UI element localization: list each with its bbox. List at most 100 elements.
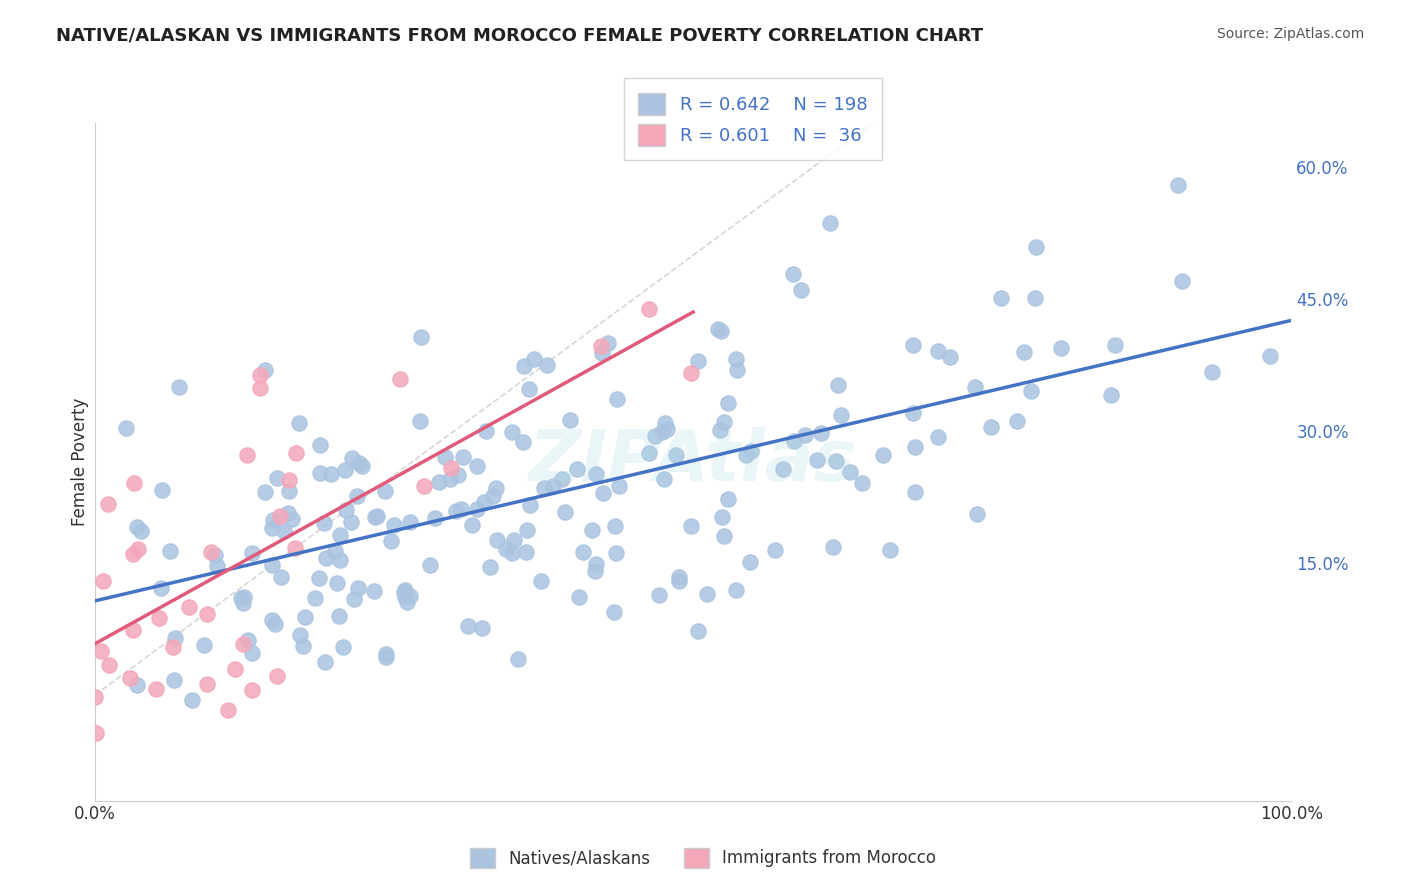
Point <box>794 428 817 442</box>
Point <box>346 489 368 503</box>
Point <box>679 519 702 533</box>
Point <box>598 335 620 350</box>
Point <box>734 448 756 462</box>
Point <box>232 637 254 651</box>
Point <box>389 372 412 386</box>
Point <box>204 549 226 563</box>
Point <box>427 475 450 489</box>
Point <box>294 609 316 624</box>
Point <box>269 509 291 524</box>
Point <box>249 380 271 394</box>
Point <box>284 541 307 555</box>
Point <box>411 330 433 344</box>
Point <box>97 497 120 511</box>
Point <box>686 624 709 638</box>
Point <box>519 382 541 396</box>
Point <box>374 483 396 498</box>
Legend: Natives/Alaskans, Immigrants from Morocco: Natives/Alaskans, Immigrants from Morocc… <box>464 841 942 875</box>
Point <box>966 508 988 522</box>
Point <box>288 416 311 430</box>
Point <box>1019 384 1042 399</box>
Point <box>129 524 152 538</box>
Point <box>530 574 553 588</box>
Point <box>229 591 252 605</box>
Point <box>323 543 346 558</box>
Point <box>503 533 526 547</box>
Point <box>292 639 315 653</box>
Point <box>501 546 523 560</box>
Point <box>591 345 613 359</box>
Point <box>652 472 675 486</box>
Point <box>394 583 416 598</box>
Point <box>118 671 141 685</box>
Point <box>333 462 356 476</box>
Point <box>195 677 218 691</box>
Point <box>879 542 901 557</box>
Point <box>551 472 574 486</box>
Point <box>398 589 420 603</box>
Text: NATIVE/ALASKAN VS IMMIGRANTS FROM MOROCCO FEMALE POVERTY CORRELATION CHART: NATIVE/ALASKAN VS IMMIGRANTS FROM MOROCC… <box>56 27 983 45</box>
Point <box>717 396 740 410</box>
Point <box>319 467 342 482</box>
Point <box>668 574 690 588</box>
Point <box>872 449 894 463</box>
Point <box>240 682 263 697</box>
Point <box>163 673 186 687</box>
Point <box>461 517 484 532</box>
Point <box>260 613 283 627</box>
Point <box>581 523 603 537</box>
Point <box>927 430 949 444</box>
Point <box>249 368 271 383</box>
Point <box>328 609 350 624</box>
Point <box>253 363 276 377</box>
Point <box>782 268 804 282</box>
Point <box>308 571 330 585</box>
Point <box>644 429 666 443</box>
Point <box>710 510 733 524</box>
Point <box>605 519 627 533</box>
Point <box>465 501 488 516</box>
Point <box>159 544 181 558</box>
Point <box>839 466 862 480</box>
Point <box>315 551 337 566</box>
Point <box>440 460 463 475</box>
Point <box>825 454 848 468</box>
Point <box>939 350 962 364</box>
Point <box>232 591 254 605</box>
Point <box>591 339 613 353</box>
Point <box>314 656 336 670</box>
Point <box>482 489 505 503</box>
Point <box>990 292 1012 306</box>
Point <box>474 424 496 438</box>
Point <box>1005 414 1028 428</box>
Point <box>240 546 263 560</box>
Point <box>603 605 626 619</box>
Point <box>1014 345 1036 359</box>
Point <box>127 541 149 556</box>
Point <box>121 623 143 637</box>
Point <box>195 607 218 622</box>
Y-axis label: Female Poverty: Female Poverty <box>72 398 89 526</box>
Point <box>515 545 537 559</box>
Point <box>181 692 204 706</box>
Point <box>783 434 806 448</box>
Point <box>501 425 523 439</box>
Point <box>399 515 422 529</box>
Point <box>478 559 501 574</box>
Point <box>394 590 416 604</box>
Point <box>423 511 446 525</box>
Point <box>375 647 398 661</box>
Point <box>236 448 259 462</box>
Point <box>193 638 215 652</box>
Point <box>308 438 330 452</box>
Point <box>713 529 735 543</box>
Point <box>648 588 671 602</box>
Point <box>264 616 287 631</box>
Point <box>343 592 366 607</box>
Point <box>450 502 472 516</box>
Point <box>851 476 873 491</box>
Point <box>339 515 361 529</box>
Point <box>904 485 927 500</box>
Point <box>122 476 145 491</box>
Point <box>340 450 363 465</box>
